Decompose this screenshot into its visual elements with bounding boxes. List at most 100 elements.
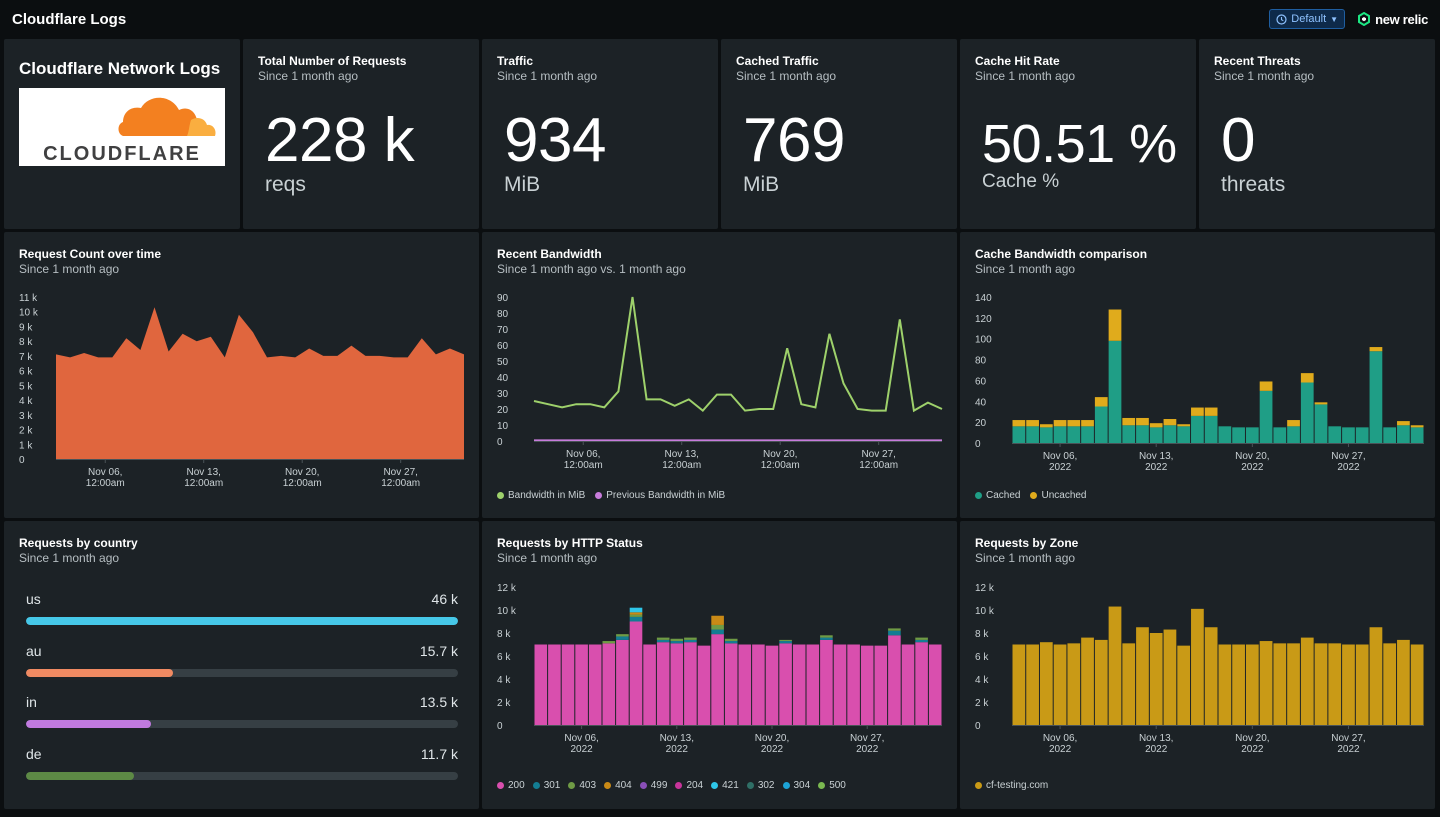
logo-panel: Cloudflare Network Logs CLOUDFLARE (4, 39, 240, 229)
new-relic-logo[interactable]: new relic (1357, 12, 1428, 27)
time-picker-label: Default (1291, 13, 1327, 25)
panel-subtitle: Since 1 month ago (975, 262, 1076, 276)
country-value: 13.5 k (419, 694, 458, 710)
bar-segment (629, 607, 643, 613)
country-row-us[interactable]: us 46 k (26, 591, 458, 625)
legend-item[interactable]: 301 (532, 780, 560, 791)
country-name: au (26, 643, 42, 659)
x-tick-label: 12:00am (381, 478, 420, 489)
y-tick-label: 9 k (19, 322, 33, 333)
billboard-value: 0 (1221, 106, 1255, 175)
legend-item[interactable]: Uncached (1030, 490, 1087, 501)
legend-item[interactable]: 403 (568, 780, 596, 791)
country-name: de (26, 746, 42, 762)
http-status-panel: Requests by HTTP Status Since 1 month ag… (482, 521, 957, 809)
legend-item[interactable]: 200 (497, 780, 525, 791)
y-tick-label: 2 k (497, 698, 511, 709)
bar-segment (1383, 427, 1397, 443)
bar-segment (1287, 643, 1300, 725)
billboard-unit: Cache % (982, 171, 1060, 192)
country-row-au[interactable]: au 15.7 k (26, 643, 458, 677)
bar-segment (1067, 420, 1081, 427)
legend-item[interactable]: 404 (604, 780, 632, 791)
bar-segment (1108, 309, 1122, 341)
bar-segment (1012, 426, 1026, 443)
legend-label: 302 (757, 780, 775, 791)
legend-dot (675, 782, 683, 789)
bar-segment (1053, 644, 1067, 725)
bar-segment (888, 628, 901, 631)
bar-segment (888, 635, 901, 725)
legend-item[interactable]: 500 (818, 780, 846, 791)
bar-segment (752, 644, 765, 725)
cache-bandwidth-legend: Cached Uncached (975, 490, 1087, 501)
bar-segment (1136, 627, 1149, 725)
bar-segment (656, 637, 670, 640)
y-tick-label: 40 (975, 397, 987, 408)
legend-item[interactable]: 302 (746, 780, 775, 791)
bar-segment (1094, 639, 1108, 725)
logo-panel-title: Cloudflare Network Logs (19, 59, 221, 78)
bar-segment (1204, 407, 1218, 416)
time-picker-button[interactable]: Default ▼ (1269, 9, 1346, 29)
legend-dot (639, 782, 647, 789)
y-tick-label: 2 k (975, 698, 989, 709)
legend-dot (568, 782, 576, 789)
bandwidth-panel: Recent Bandwidth Since 1 month ago vs. 1… (482, 232, 957, 518)
cloud-icon (118, 97, 216, 136)
legend-item[interactable]: 499 (639, 780, 667, 791)
bar-segment (1300, 373, 1314, 383)
bar-segment (1039, 427, 1053, 443)
x-tick-label: 12:00am (184, 478, 223, 489)
zone-legend: cf-testing.com (975, 780, 1048, 791)
y-tick-label: 120 (975, 314, 992, 325)
y-tick-label: 3 k (19, 411, 33, 422)
x-tick-label: 12:00am (761, 460, 800, 471)
bar-segment (670, 643, 684, 725)
country-row-de[interactable]: de 11.7 k (26, 746, 458, 780)
x-tick-label: Nov 20, (763, 449, 797, 460)
x-tick-label: Nov 27, (850, 733, 884, 744)
billboard-value: 228 k (265, 106, 415, 175)
bar-segment (1149, 423, 1163, 428)
x-tick-label: 2022 (666, 744, 689, 755)
bar-segment (1410, 644, 1424, 725)
legend-item[interactable]: 204 (675, 780, 703, 791)
y-tick-label: 0 (497, 721, 503, 732)
bar-segment (1328, 426, 1342, 443)
bar-segment (1369, 347, 1383, 352)
legend-label: Cached (986, 490, 1021, 501)
request-count-chart[interactable]: 0 1 k 2 k 3 k 4 k 5 k 6 k 7 k 8 k 9 k 10 k 11 k Nov … (4, 232, 479, 518)
legend-item[interactable]: cf-testing.com (975, 780, 1048, 791)
legend-dot (595, 492, 603, 499)
y-tick-label: 10 k (19, 308, 39, 319)
bar-segment (1012, 420, 1026, 427)
bar-segment (820, 635, 833, 638)
legend-item[interactable]: Bandwidth in MiB (497, 490, 585, 501)
country-name: us (26, 591, 41, 607)
legend-item[interactable]: Cached (975, 490, 1020, 501)
y-tick-label: 1 k (19, 440, 33, 451)
legend-label: 200 (508, 780, 525, 791)
bar-segment (1039, 424, 1053, 428)
cloudflare-logo: CLOUDFLARE (19, 88, 225, 166)
legend-item[interactable]: 304 (782, 780, 810, 791)
legend-label: cf-testing.com (986, 780, 1049, 791)
legend-item[interactable]: 421 (711, 780, 739, 791)
bar-segment (847, 644, 860, 725)
panel-title: Recent Threats (1214, 54, 1301, 68)
bar-segment (1094, 406, 1108, 443)
bar-segment (1163, 629, 1177, 725)
bar-segment (1245, 644, 1259, 725)
dashboard-title: Cloudflare Logs (12, 10, 127, 28)
bar-segment (1177, 426, 1191, 443)
country-row-in[interactable]: in 13.5 k (26, 694, 458, 728)
country-value: 15.7 k (419, 643, 458, 659)
y-tick-label: 80 (497, 309, 509, 320)
legend-item[interactable]: Previous Bandwidth in MiB (595, 490, 725, 501)
bandwidth-legend: Bandwidth in MiB Previous Bandwidth in M… (497, 490, 725, 501)
